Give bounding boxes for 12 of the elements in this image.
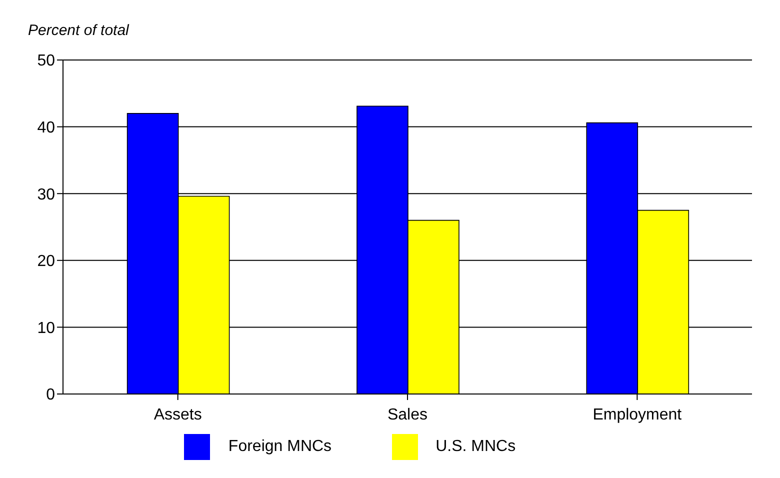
y-tick-label: 50 [37, 52, 56, 70]
x-tick-label: Sales [387, 406, 428, 424]
y-axis-title: Percent of total [28, 22, 129, 39]
legend-label: Foreign MNCs [228, 438, 332, 456]
y-tick-label: 20 [37, 253, 56, 270]
y-tick-label: 10 [37, 320, 56, 337]
legend-label: U.S. MNCs [436, 438, 516, 456]
x-tick-label: Employment [592, 406, 682, 424]
y-tick-label: 40 [37, 119, 56, 136]
y-tick-label: 0 [46, 386, 56, 404]
x-tick-label: Assets [154, 406, 202, 424]
y-tick-label: 30 [37, 186, 56, 204]
